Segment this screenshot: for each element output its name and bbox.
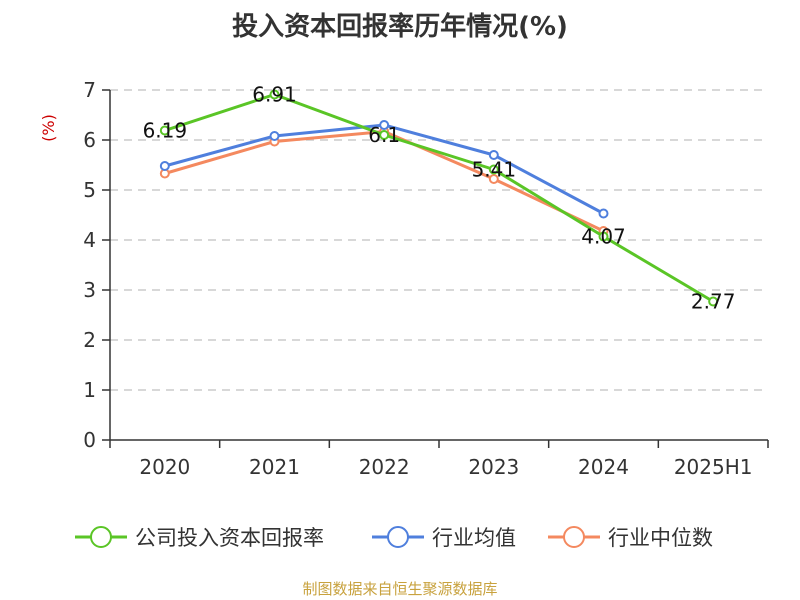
y-tick-label: 0: [83, 428, 96, 452]
y-tick-label: 1: [83, 378, 96, 402]
data-label: 2.77: [691, 290, 736, 314]
x-tick-label: 2023: [468, 455, 519, 479]
data-point: [379, 120, 390, 130]
y-tick-label: 3: [83, 278, 96, 302]
data-point: [269, 89, 280, 100]
data-point: [708, 296, 719, 307]
y-tick-label: 5: [83, 178, 96, 202]
data-point: [598, 208, 609, 219]
data-point: [269, 131, 280, 141]
data-point: [488, 174, 499, 184]
data-point: [379, 130, 390, 140]
grid-lines: [110, 89, 768, 391]
legend-marker: [387, 526, 409, 548]
data-label: 6.91: [252, 83, 297, 107]
y-tick-label: 6: [83, 128, 96, 152]
legend-label: 公司投入资本回报率: [135, 526, 324, 550]
data-label: 4.07: [581, 225, 626, 249]
y-tick-label: 2: [83, 328, 96, 352]
data-point: [488, 150, 499, 160]
data-label: 6.19: [143, 119, 188, 143]
y-tick-label: 7: [83, 78, 96, 102]
source-note: 制图数据来自恒生聚源数据库: [302, 580, 498, 598]
data-label: 5.41: [472, 158, 517, 182]
data-label: 6.1: [368, 123, 400, 147]
x-tick-label: 2020: [139, 455, 190, 479]
data-labels: 6.19 6.91 6.1 5.41 4.07 2.77: [143, 83, 736, 314]
x-tick-label: 2025H1: [674, 455, 753, 479]
series-line: [164, 93, 714, 303]
data-point: [598, 231, 609, 242]
legend-marker: [90, 526, 112, 548]
legend-marker: [563, 526, 585, 548]
x-tick-label: 2022: [359, 455, 410, 479]
y-tick-label: 4: [83, 228, 96, 252]
series-group: [159, 89, 719, 307]
data-point: [159, 125, 170, 136]
y-axis-unit-label: (%): [39, 114, 58, 142]
legend-label: 行业均值: [432, 526, 516, 550]
x-tick-label: 2021: [249, 455, 300, 479]
chart-title: 投入资本回报率历年情况(%): [232, 12, 568, 42]
legend: 公司投入资本回报率 行业均值 行业中位数: [75, 526, 713, 550]
x-tick-label: 2024: [578, 455, 629, 479]
y-axis-ticks: 0 1 2 3 4 5 6 7: [83, 78, 110, 452]
data-point: [159, 161, 170, 171]
x-axis-ticks: 2020 2021 2022 2023 2024 2025H1: [109, 440, 769, 479]
legend-label: 行业中位数: [608, 526, 713, 550]
data-point: [488, 164, 499, 175]
axes: [109, 90, 768, 441]
